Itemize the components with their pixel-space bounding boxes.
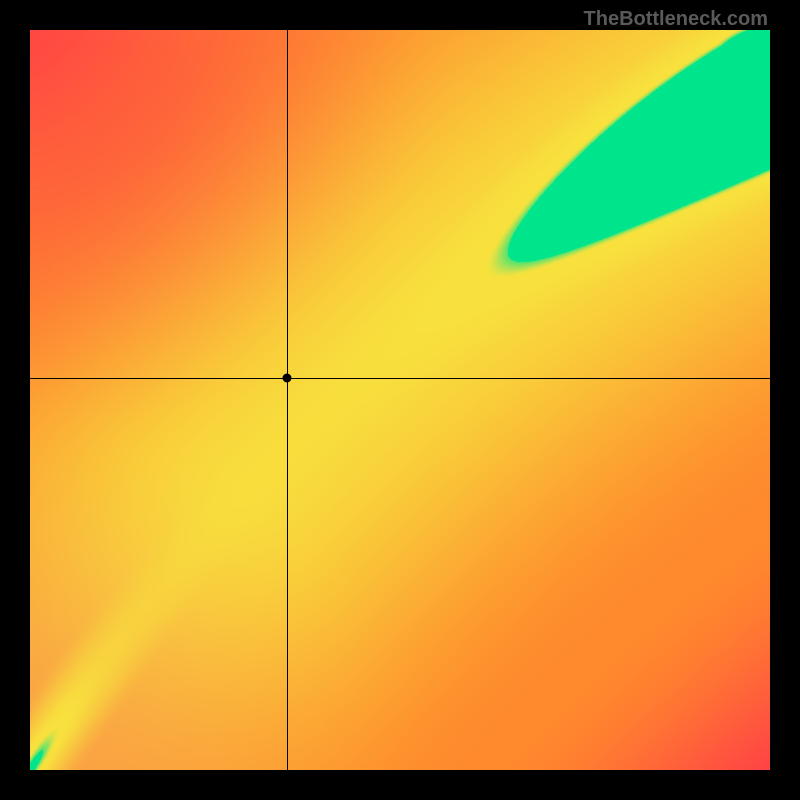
data-point-marker (282, 373, 291, 382)
heatmap-canvas (30, 30, 770, 770)
watermark-text: TheBottleneck.com (584, 8, 768, 31)
plot-area (30, 30, 770, 770)
crosshair-vertical (287, 30, 288, 770)
crosshair-horizontal (30, 378, 770, 379)
chart-outer-frame: TheBottleneck.com (0, 0, 800, 800)
